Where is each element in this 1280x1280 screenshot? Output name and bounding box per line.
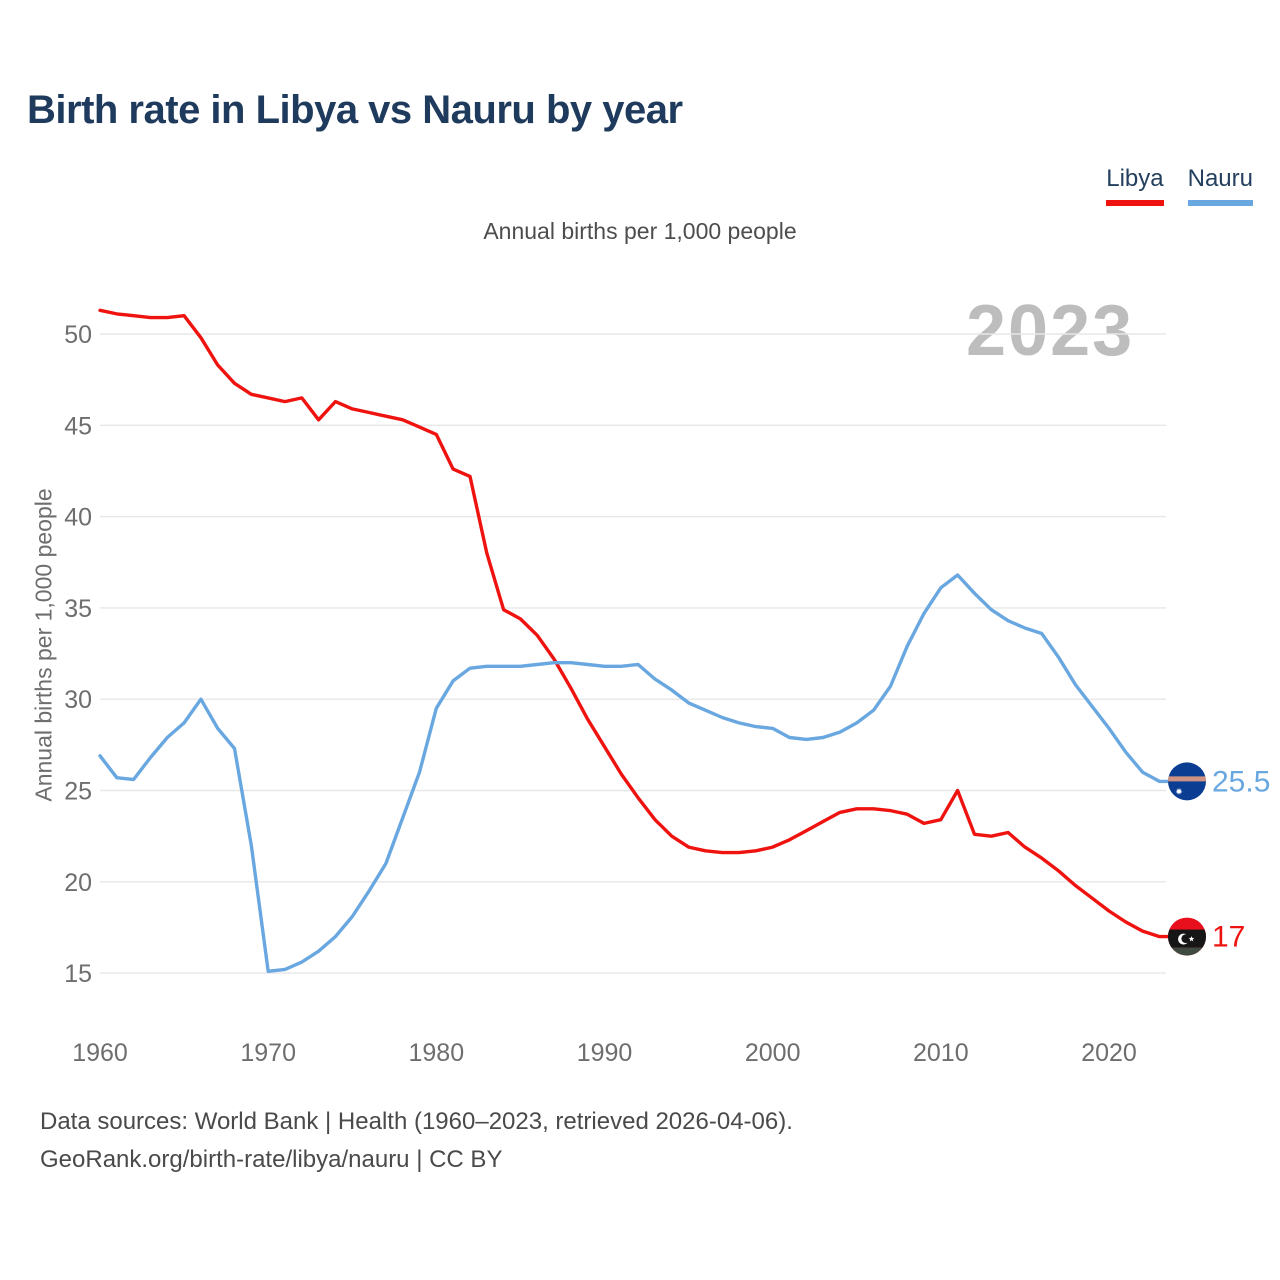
legend-label-libya: Libya	[1106, 165, 1164, 192]
chart-subtitle: Annual births per 1,000 people	[483, 218, 797, 244]
y-tick-label: 25	[64, 778, 92, 806]
y-tick-label: 20	[64, 869, 92, 897]
legend: Libya Nauru	[1106, 165, 1253, 206]
y-tick-label: 35	[64, 595, 92, 623]
nauru-end-value-label: 25.5	[1212, 765, 1270, 798]
legend-label-nauru: Nauru	[1187, 165, 1253, 192]
page-title: Birth rate in Libya vs Nauru by year	[27, 88, 683, 132]
libya-flag-icon	[1168, 917, 1206, 956]
footer: Data sources: World Bank | Health (1960–…	[40, 1103, 793, 1179]
y-tick-label: 15	[64, 960, 92, 988]
nauru-flag-icon	[1168, 762, 1206, 801]
x-tick-label: 1980	[408, 1039, 464, 1067]
x-tick-label: 2010	[913, 1039, 969, 1067]
footer-attribution: GeoRank.org/birth-rate/libya/nauru | CC …	[40, 1146, 503, 1173]
legend-item-libya[interactable]: Libya	[1106, 165, 1164, 206]
x-tick-label: 2020	[1081, 1039, 1137, 1067]
libya-end-value-label: 17	[1212, 921, 1245, 954]
year-watermark: 2023	[966, 291, 1135, 371]
nauru-line[interactable]	[98, 573, 1174, 973]
x-tick-label: 1970	[240, 1039, 296, 1067]
x-tick-label: 1960	[72, 1039, 128, 1067]
x-tick-label: 2000	[745, 1039, 801, 1067]
x-tick-label: 1990	[577, 1039, 633, 1067]
y-tick-label: 50	[64, 321, 92, 349]
legend-item-nauru[interactable]: Nauru	[1187, 165, 1253, 206]
y-tick-label: 45	[64, 412, 92, 440]
y-tick-label: 30	[64, 686, 92, 714]
footer-sources: Data sources: World Bank | Health (1960–…	[40, 1108, 793, 1135]
libya-line[interactable]	[98, 308, 1174, 939]
y-tick-label: 40	[64, 504, 92, 532]
